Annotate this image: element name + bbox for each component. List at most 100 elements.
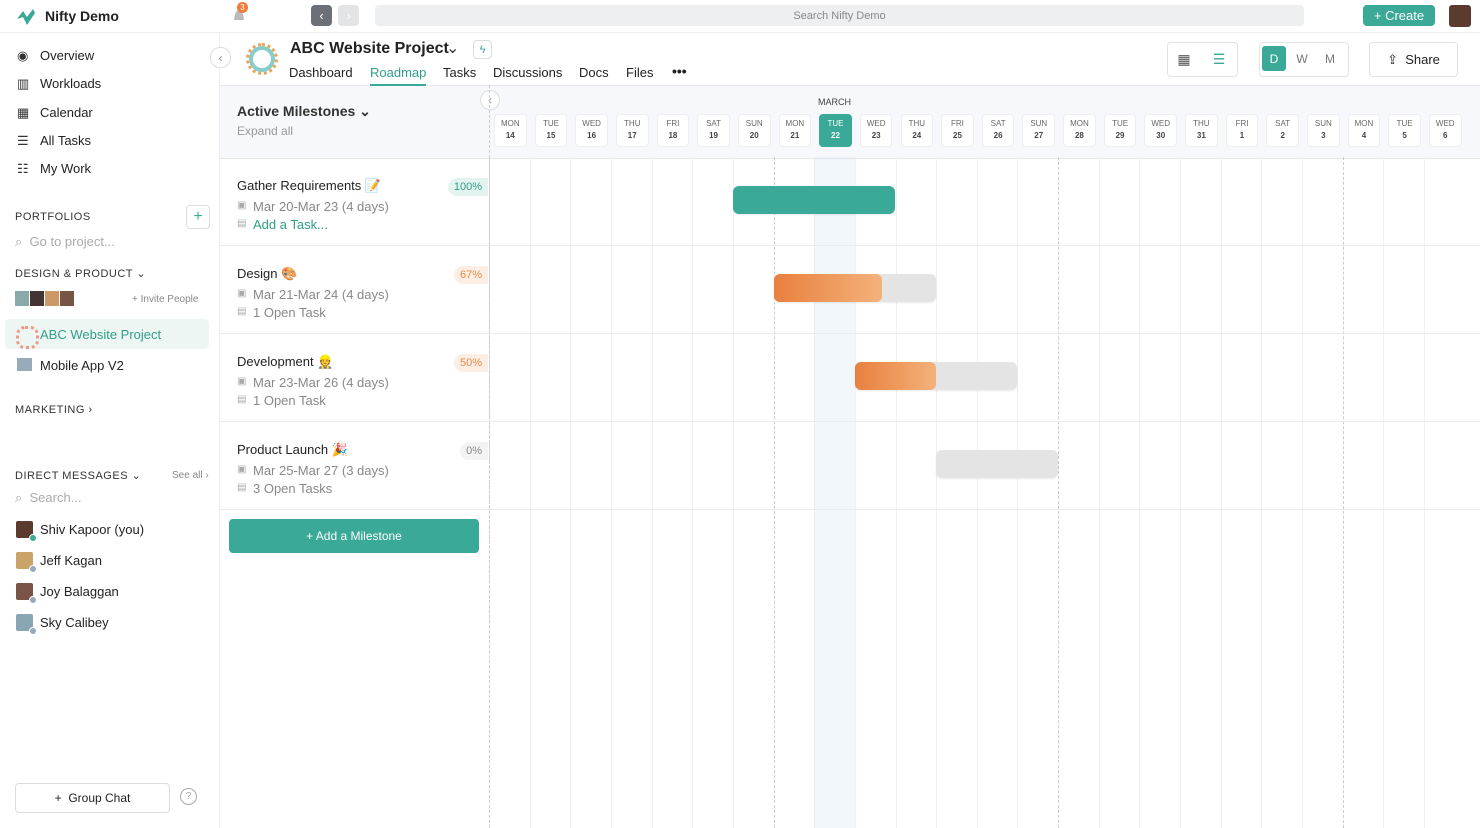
day-header[interactable] xyxy=(697,114,730,147)
search-text: Search Nifty Demo xyxy=(793,9,886,22)
day-number: 27 xyxy=(1034,131,1044,140)
day-header[interactable] xyxy=(1063,114,1096,147)
day-header[interactable] xyxy=(1347,114,1381,147)
milestone-name[interactable]: Design 🎨 xyxy=(237,266,298,281)
dm-search[interactable]: ⌕ Search... xyxy=(15,490,82,505)
tab[interactable]: Files xyxy=(626,65,654,80)
person-name[interactable]: Sky Calibey xyxy=(40,615,109,630)
view-option[interactable]: W xyxy=(1296,51,1308,66)
weekday: FRI xyxy=(1235,119,1249,128)
expand-all[interactable]: Expand all xyxy=(237,124,294,138)
view-option[interactable]: D xyxy=(1262,46,1286,71)
create-button[interactable]: + Create xyxy=(1363,5,1435,26)
tab[interactable]: Discussions xyxy=(493,65,563,80)
nav-item[interactable]: Workloads xyxy=(40,76,102,92)
dm-title[interactable]: DIRECT MESSAGES ⌄ xyxy=(15,470,142,482)
day-header[interactable] xyxy=(494,114,527,147)
nav-item[interactable]: Overview xyxy=(40,48,95,63)
day-header[interactable] xyxy=(941,114,974,147)
milestone-tasks[interactable]: 1 Open Task xyxy=(253,305,326,320)
notification-count: 3 xyxy=(237,2,248,13)
avatar xyxy=(45,291,59,306)
project-search[interactable]: ⌕ Go to project... xyxy=(15,234,115,249)
add-portfolio[interactable]: + xyxy=(186,205,210,229)
grid-column-line xyxy=(773,157,775,828)
day-header[interactable] xyxy=(1185,114,1218,147)
milestone-name[interactable]: Gather Requirements 📝 xyxy=(237,178,382,193)
list-view[interactable]: ☰ xyxy=(1212,50,1226,67)
day-header[interactable] xyxy=(819,114,852,147)
day-header[interactable] xyxy=(981,114,1015,147)
person-name[interactable]: Jeff Kagan xyxy=(40,553,102,568)
day-number: 6 xyxy=(1443,131,1448,140)
person-name[interactable]: Joy Balaggan xyxy=(40,584,119,599)
day-number: 17 xyxy=(627,131,637,140)
person-name[interactable]: Shiv Kapoor (you) xyxy=(40,522,145,537)
day-header[interactable] xyxy=(859,114,893,147)
day-header[interactable] xyxy=(1428,114,1462,147)
tab[interactable]: Tasks xyxy=(443,65,477,80)
progress-pill: 100% xyxy=(447,178,488,196)
grid-column-line xyxy=(854,157,856,828)
day-header[interactable] xyxy=(1388,114,1421,147)
milestone-tasks[interactable]: 1 Open Task xyxy=(253,393,326,408)
group-name[interactable]: DESIGN & PRODUCT ⌄ xyxy=(15,268,147,280)
day-header[interactable] xyxy=(1103,114,1137,147)
group-name[interactable]: MARKETING › xyxy=(15,404,93,416)
invite-link[interactable]: + Invite People xyxy=(132,294,199,305)
day-header[interactable] xyxy=(656,114,690,147)
grid-column-line xyxy=(570,157,572,828)
tab[interactable]: Roadmap xyxy=(370,65,427,86)
grid-view[interactable]: ▦ xyxy=(1177,50,1191,67)
back-button[interactable]: ‹ xyxy=(311,5,332,26)
presence-dot xyxy=(29,534,37,542)
day-header[interactable] xyxy=(1225,114,1259,147)
roadmap-title[interactable]: Active Milestones ⌄ xyxy=(237,103,371,119)
day-header[interactable] xyxy=(900,114,934,147)
top-bar xyxy=(0,0,1480,33)
milestone-tasks[interactable]: 3 Open Tasks xyxy=(253,481,333,496)
nav-item[interactable]: My Work xyxy=(40,161,92,177)
more-tabs[interactable]: ••• xyxy=(672,63,687,79)
app-name[interactable]: Nifty Demo xyxy=(45,8,119,24)
nav-item[interactable]: All Tasks xyxy=(40,132,92,148)
nav-item[interactable]: Calendar xyxy=(40,104,93,120)
day-header[interactable] xyxy=(778,114,812,147)
day-header[interactable] xyxy=(534,114,568,147)
search-bar[interactable]: Search Nifty Demo xyxy=(375,5,1304,26)
day-header[interactable] xyxy=(1022,114,1056,147)
day-header[interactable] xyxy=(1266,114,1299,147)
day-header[interactable] xyxy=(737,114,771,147)
collapse-panel[interactable]: ‹ xyxy=(480,90,500,110)
group-label: DESIGN & PRODUCT xyxy=(15,268,133,280)
automation-button[interactable]: ϟ xyxy=(473,40,492,59)
day-number: 21 xyxy=(790,131,800,140)
add-milestone[interactable]: + Add a Milestone xyxy=(229,519,479,553)
forward-button[interactable]: › xyxy=(338,5,359,26)
user-avatar[interactable] xyxy=(1449,5,1471,27)
day-header[interactable] xyxy=(1307,114,1340,147)
milestone-name[interactable]: Development 👷 xyxy=(237,354,334,369)
group-chat-button[interactable]: + Group Chat xyxy=(15,783,170,813)
tab[interactable]: Docs xyxy=(579,65,609,80)
grid-column-line xyxy=(1423,157,1425,828)
milestone-name[interactable]: Product Launch 🎉 xyxy=(237,442,348,457)
weekday: TUE xyxy=(1396,119,1413,128)
day-header[interactable] xyxy=(1144,114,1178,147)
day-header[interactable] xyxy=(575,114,608,147)
collapse-sidebar[interactable]: ‹ xyxy=(210,47,231,68)
project-link[interactable]: ABC Website Project xyxy=(40,327,162,342)
person-avatar xyxy=(16,583,33,600)
milestone-bar[interactable] xyxy=(936,450,1059,478)
view-option[interactable]: M xyxy=(1325,51,1335,66)
project-menu[interactable]: ⌄ xyxy=(446,40,460,57)
tab[interactable]: Dashboard xyxy=(289,65,353,80)
project-link[interactable]: Mobile App V2 xyxy=(40,358,124,373)
day-number: 23 xyxy=(871,131,881,140)
help-button[interactable]: ? xyxy=(180,788,197,805)
see-all[interactable]: See all › xyxy=(172,470,209,481)
day-header[interactable] xyxy=(615,114,649,147)
milestone-tasks[interactable]: Add a Task... xyxy=(253,217,328,232)
share-button[interactable]: ⇪ Share xyxy=(1369,42,1458,77)
